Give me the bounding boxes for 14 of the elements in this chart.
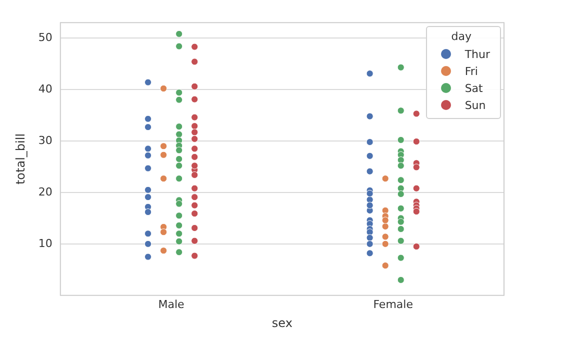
y-tick-label: 30 (38, 134, 52, 147)
y-axis-title: total_bill (13, 133, 28, 185)
y-tick-label: 40 (38, 82, 52, 96)
y-tick-label: 10 (38, 236, 52, 250)
legend-label: Fri (464, 64, 478, 78)
x-axis-title: sex (272, 316, 292, 330)
legend-title: day (450, 30, 473, 43)
legend-label: Sun (464, 98, 486, 112)
legend-label: Sat (464, 82, 483, 95)
legend-label: Thur (464, 48, 490, 61)
y-tick-label: 20 (38, 185, 52, 198)
y-tick-label: 50 (38, 30, 52, 44)
x-tick-label: Male (158, 298, 185, 311)
x-tick-label: Female (373, 298, 414, 311)
